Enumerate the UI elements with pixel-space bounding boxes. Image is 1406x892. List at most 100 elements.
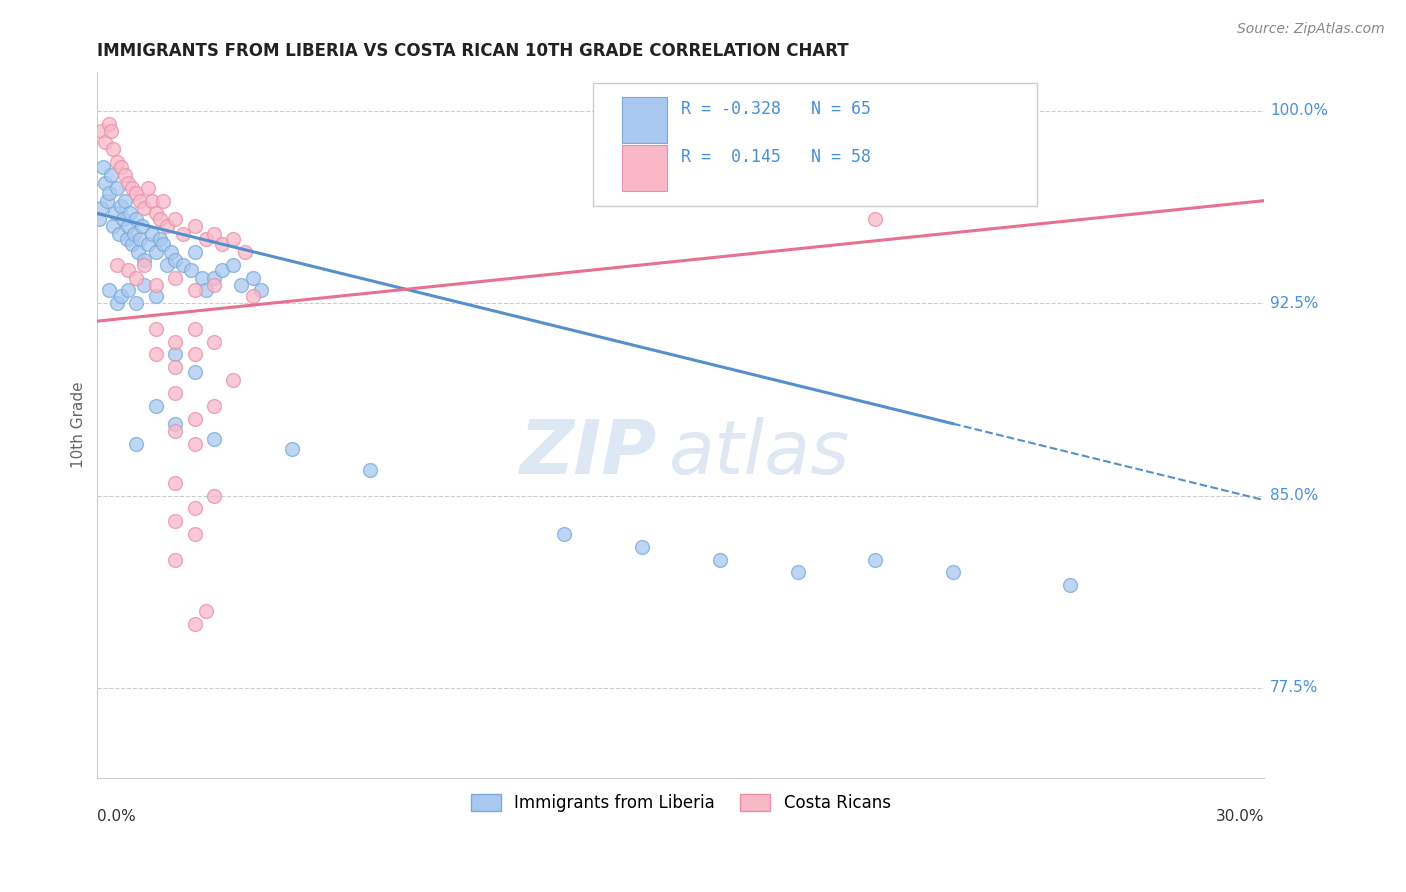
Point (117, 263, 139, 277)
Point (98, 284, 121, 298)
Point (233, 244, 256, 259)
Point (195, 284, 218, 298)
Point (165, 514, 187, 528)
Point (107, 227, 129, 241)
Text: 85.0%: 85.0% (1270, 488, 1319, 503)
Point (183, 284, 205, 298)
Point (98, 186, 121, 200)
Point (100, 124, 122, 138)
Point (125, 270, 148, 285)
Point (249, 284, 271, 298)
Point (125, 437, 148, 451)
Point (100, 168, 122, 182)
Text: atlas: atlas (669, 417, 851, 489)
Text: R =  0.145   N = 58: R = 0.145 N = 58 (681, 147, 870, 166)
Point (101, 142, 124, 156)
Point (202, 399, 225, 413)
Point (115, 232, 138, 246)
Point (110, 161, 132, 175)
Point (132, 278, 155, 293)
Point (132, 258, 155, 272)
Point (149, 211, 172, 226)
Point (141, 227, 163, 241)
Point (281, 442, 304, 457)
Point (865, 552, 887, 566)
Point (222, 373, 245, 387)
Point (222, 232, 245, 246)
FancyBboxPatch shape (623, 97, 666, 143)
Point (183, 322, 205, 336)
Point (104, 206, 127, 220)
Point (91, 161, 114, 175)
Point (152, 194, 174, 208)
Point (105, 155, 128, 169)
Text: 77.5%: 77.5% (1270, 681, 1319, 696)
Point (183, 219, 205, 234)
Point (90, 124, 112, 138)
Text: 30.0%: 30.0% (1216, 809, 1264, 824)
Point (132, 252, 155, 267)
Point (786, 566, 808, 580)
Point (202, 227, 225, 241)
Point (120, 206, 142, 220)
Point (165, 360, 187, 375)
Point (149, 232, 172, 246)
Point (145, 322, 167, 336)
Point (183, 366, 205, 380)
Point (101, 219, 124, 234)
Point (131, 219, 153, 234)
Point (156, 258, 179, 272)
Point (165, 211, 187, 226)
Point (165, 552, 187, 566)
Point (231, 278, 253, 293)
Point (165, 270, 187, 285)
Point (129, 194, 152, 208)
Point (117, 219, 139, 234)
Point (96, 194, 118, 208)
Point (141, 194, 163, 208)
Point (125, 211, 148, 226)
Point (242, 270, 264, 285)
Point (111, 211, 134, 226)
Point (125, 186, 148, 200)
Point (110, 288, 132, 302)
Point (145, 399, 167, 413)
Point (121, 181, 143, 195)
Point (183, 501, 205, 516)
Point (172, 258, 194, 272)
Point (180, 263, 202, 277)
Point (359, 463, 381, 477)
Point (202, 489, 225, 503)
Point (553, 527, 575, 541)
Point (94, 176, 117, 190)
Point (117, 284, 139, 298)
Text: 100.0%: 100.0% (1270, 103, 1329, 119)
Point (211, 263, 233, 277)
Point (631, 540, 654, 554)
Point (98, 117, 121, 131)
Point (202, 270, 225, 285)
Point (145, 347, 167, 361)
Point (105, 258, 128, 272)
Point (942, 566, 965, 580)
Point (145, 244, 167, 259)
Point (195, 232, 218, 246)
Point (202, 278, 225, 293)
Point (156, 219, 179, 234)
Point (211, 237, 233, 252)
Point (127, 244, 149, 259)
Point (110, 199, 132, 213)
Point (136, 181, 159, 195)
Point (124, 227, 146, 241)
Point (114, 194, 136, 208)
Point (242, 288, 264, 302)
Point (183, 347, 205, 361)
Point (172, 227, 194, 241)
FancyBboxPatch shape (623, 145, 666, 191)
Point (165, 347, 187, 361)
Point (183, 437, 205, 451)
Point (183, 244, 205, 259)
Point (145, 206, 167, 220)
Point (145, 288, 167, 302)
Point (709, 552, 731, 566)
